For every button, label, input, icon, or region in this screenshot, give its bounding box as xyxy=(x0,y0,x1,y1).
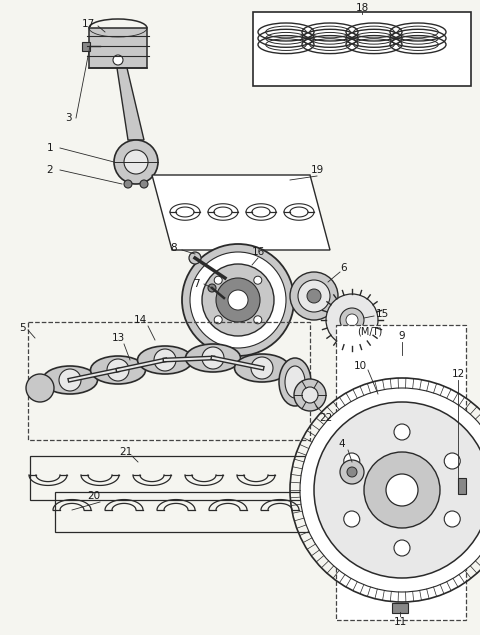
Circle shape xyxy=(290,272,338,320)
Circle shape xyxy=(340,460,364,484)
Ellipse shape xyxy=(279,358,311,406)
Circle shape xyxy=(394,540,410,556)
Circle shape xyxy=(214,316,222,324)
Circle shape xyxy=(124,180,132,188)
Circle shape xyxy=(300,388,480,592)
Text: 10: 10 xyxy=(353,361,367,371)
Circle shape xyxy=(344,511,360,527)
Circle shape xyxy=(114,140,158,184)
Text: 7: 7 xyxy=(192,279,199,289)
Circle shape xyxy=(298,280,330,312)
Circle shape xyxy=(189,252,201,264)
Ellipse shape xyxy=(285,366,305,398)
Circle shape xyxy=(344,453,360,469)
Polygon shape xyxy=(336,325,466,620)
Text: 4: 4 xyxy=(339,439,345,449)
Bar xyxy=(458,478,466,494)
Text: 20: 20 xyxy=(87,491,101,501)
Bar xyxy=(253,12,471,86)
Bar xyxy=(89,28,147,68)
Circle shape xyxy=(444,511,460,527)
Ellipse shape xyxy=(91,356,145,384)
Polygon shape xyxy=(152,175,330,250)
Circle shape xyxy=(208,284,216,292)
Circle shape xyxy=(364,452,440,528)
Ellipse shape xyxy=(185,344,240,372)
Bar xyxy=(392,603,408,613)
Ellipse shape xyxy=(43,366,97,394)
Circle shape xyxy=(294,379,326,411)
Circle shape xyxy=(190,252,286,348)
Circle shape xyxy=(394,424,410,440)
Bar xyxy=(55,492,330,532)
Text: (M/T): (M/T) xyxy=(358,327,383,337)
Circle shape xyxy=(113,55,123,65)
Ellipse shape xyxy=(235,354,289,382)
Circle shape xyxy=(202,347,224,369)
Text: 11: 11 xyxy=(394,617,407,627)
Ellipse shape xyxy=(137,346,192,374)
Text: 3: 3 xyxy=(65,113,72,123)
Text: 8: 8 xyxy=(171,243,177,253)
Circle shape xyxy=(347,467,357,477)
Circle shape xyxy=(154,349,176,371)
Circle shape xyxy=(228,290,248,310)
Text: 1: 1 xyxy=(47,143,53,153)
Text: 13: 13 xyxy=(111,333,125,343)
Text: 16: 16 xyxy=(252,247,264,257)
Circle shape xyxy=(214,276,222,284)
Text: 21: 21 xyxy=(120,447,132,457)
Bar xyxy=(30,456,305,500)
Circle shape xyxy=(302,387,318,403)
Circle shape xyxy=(140,180,148,188)
Text: 6: 6 xyxy=(341,263,348,273)
Circle shape xyxy=(254,316,262,324)
Text: 18: 18 xyxy=(355,3,369,13)
Circle shape xyxy=(124,150,148,174)
Text: 5: 5 xyxy=(19,323,25,333)
Circle shape xyxy=(107,359,129,381)
Circle shape xyxy=(26,374,54,402)
Text: 17: 17 xyxy=(82,19,95,29)
Polygon shape xyxy=(117,68,144,140)
Circle shape xyxy=(254,276,262,284)
Circle shape xyxy=(346,314,358,326)
Circle shape xyxy=(307,289,321,303)
Circle shape xyxy=(326,294,378,346)
Circle shape xyxy=(386,474,418,506)
Circle shape xyxy=(251,357,273,379)
Circle shape xyxy=(182,244,294,356)
Circle shape xyxy=(314,402,480,578)
Text: 2: 2 xyxy=(47,165,53,175)
Text: 22: 22 xyxy=(319,413,333,423)
Text: 9: 9 xyxy=(399,331,405,341)
Text: 12: 12 xyxy=(451,369,465,379)
Text: 19: 19 xyxy=(311,165,324,175)
Circle shape xyxy=(216,278,260,322)
Bar xyxy=(82,42,90,51)
Circle shape xyxy=(202,264,274,336)
Circle shape xyxy=(444,453,460,469)
Text: 14: 14 xyxy=(133,315,146,325)
Circle shape xyxy=(340,308,364,332)
Circle shape xyxy=(59,369,81,391)
Text: 15: 15 xyxy=(375,309,389,319)
